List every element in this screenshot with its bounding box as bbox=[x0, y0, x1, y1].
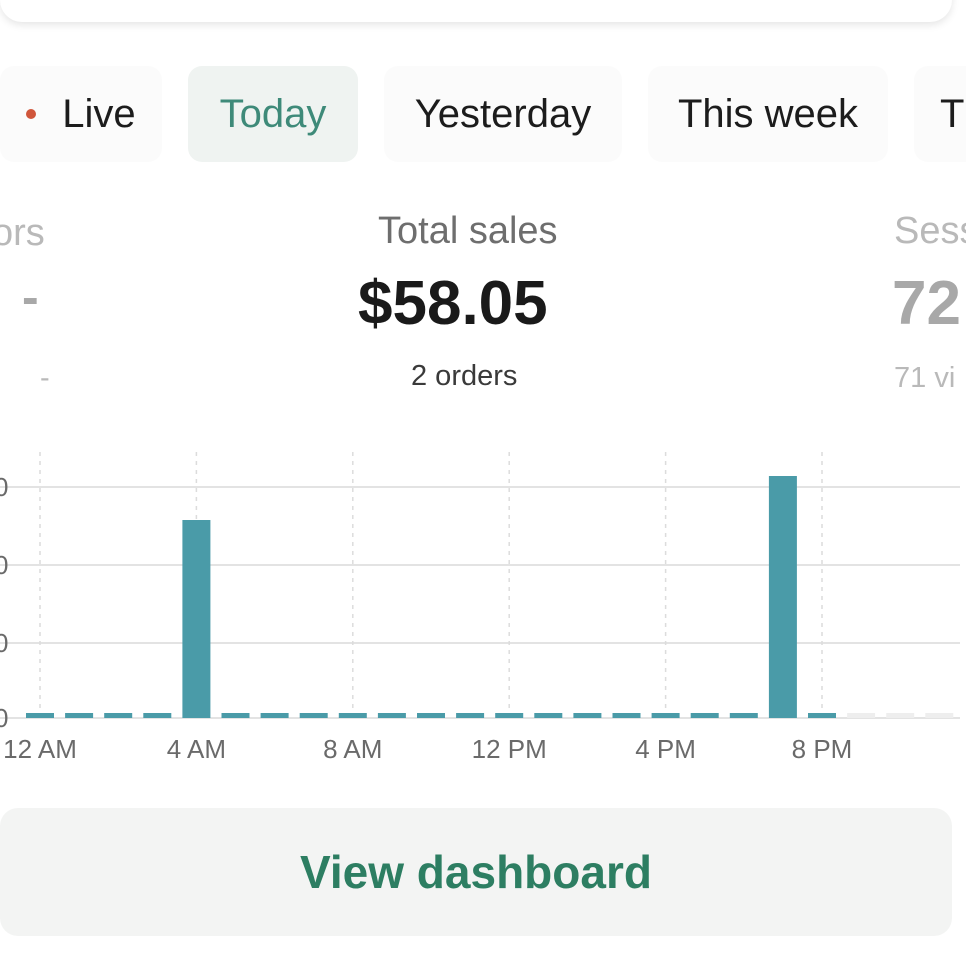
bar bbox=[143, 713, 172, 718]
y-tick-label: 0 bbox=[0, 472, 8, 502]
bar-future bbox=[847, 713, 876, 718]
live-dot-icon bbox=[26, 109, 37, 119]
bar bbox=[729, 713, 758, 718]
tab-live-label: Live bbox=[62, 91, 136, 136]
x-tick-label: 8 AM bbox=[323, 734, 382, 764]
bar bbox=[495, 713, 524, 718]
view-dashboard-button[interactable]: View dashboard bbox=[0, 808, 952, 936]
metric-left-value: - bbox=[22, 269, 39, 325]
bar bbox=[534, 713, 563, 718]
x-tick-label: 12 PM bbox=[472, 734, 547, 764]
bar bbox=[221, 713, 250, 718]
bar bbox=[65, 713, 94, 718]
bar bbox=[456, 713, 485, 718]
date-range-tabs: Live Today Yesterday This week T bbox=[0, 66, 966, 162]
bar bbox=[651, 713, 680, 718]
sales-bar-chart: 0 0 0 0 12 AM 4 AM 8 AM 12 PM 4 PM 8 PM bbox=[0, 440, 966, 780]
x-tick-label: 4 AM bbox=[167, 734, 226, 764]
metric-right-sub: 71 vi bbox=[894, 362, 956, 394]
bar-future bbox=[925, 713, 954, 718]
bar bbox=[377, 713, 406, 718]
metric-right-value: 72 bbox=[892, 269, 961, 338]
bar-future bbox=[886, 713, 915, 718]
tab-today-label: Today bbox=[219, 91, 327, 136]
bar bbox=[417, 713, 445, 718]
tab-yesterday[interactable]: Yesterday bbox=[384, 66, 622, 162]
bar bbox=[690, 713, 719, 718]
tab-this-week-label: This week bbox=[677, 91, 859, 136]
y-tick-label: 0 bbox=[0, 550, 8, 580]
x-tick-label: 8 PM bbox=[792, 734, 853, 764]
metric-right-label: Sess bbox=[894, 210, 966, 252]
tab-next[interactable]: T bbox=[914, 66, 966, 162]
tab-this-week[interactable]: This week bbox=[648, 66, 888, 162]
y-tick-label: 0 bbox=[0, 703, 8, 733]
x-tick-label: 4 PM bbox=[635, 734, 696, 764]
metric-left-sub: - bbox=[40, 362, 50, 394]
tab-yesterday-label: Yesterday bbox=[414, 91, 592, 136]
bar bbox=[26, 713, 54, 718]
bar bbox=[299, 713, 328, 718]
x-tick-label: 12 AM bbox=[3, 734, 77, 764]
previous-card bbox=[0, 0, 952, 22]
bar bbox=[768, 476, 797, 718]
bar bbox=[182, 520, 211, 718]
bar bbox=[612, 713, 641, 718]
view-dashboard-label: View dashboard bbox=[300, 846, 652, 898]
total-orders-count: 2 orders bbox=[411, 360, 518, 392]
total-sales-label: Total sales bbox=[378, 210, 558, 252]
tab-next-label: T bbox=[940, 91, 965, 136]
bar bbox=[260, 713, 289, 718]
metric-left-label: ors bbox=[0, 212, 45, 254]
bar bbox=[573, 713, 602, 718]
bar bbox=[104, 713, 133, 718]
bar bbox=[338, 713, 367, 718]
tab-today[interactable]: Today bbox=[188, 66, 358, 162]
y-tick-label: 0 bbox=[0, 628, 8, 658]
total-sales-value: $58.05 bbox=[358, 269, 548, 338]
bar bbox=[808, 713, 836, 718]
tab-live[interactable]: Live bbox=[0, 66, 162, 162]
